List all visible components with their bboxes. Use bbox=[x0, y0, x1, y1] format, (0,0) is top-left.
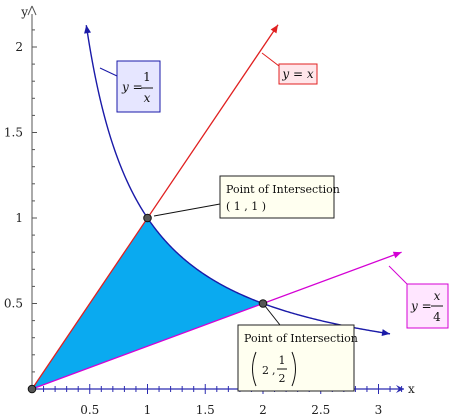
y-axis-arrow bbox=[27, 5, 37, 16]
intersection-2-numerator: 1 bbox=[279, 354, 286, 367]
inverse-equation-denominator: x bbox=[144, 91, 151, 105]
identity-equation-box bbox=[278, 63, 318, 85]
quarter-equation-lhs: y = bbox=[410, 299, 432, 313]
x-tick-label: 1 bbox=[144, 403, 152, 417]
inverse-equation-box bbox=[116, 60, 161, 113]
quarter-equation-numerator: x bbox=[434, 289, 441, 303]
identity-line-leader bbox=[261, 52, 280, 67]
intersection-1-box bbox=[219, 175, 335, 219]
intersection-point-1 bbox=[143, 213, 152, 223]
intersection-2-right-paren bbox=[291, 351, 296, 387]
x-tick-label: 1.5 bbox=[196, 403, 215, 417]
intersection-point-0 bbox=[27, 384, 37, 394]
quarter-line bbox=[31, 251, 402, 390]
x-axis-arrow bbox=[396, 385, 404, 393]
inverse-curve-arrow-right bbox=[381, 329, 391, 337]
identity-line bbox=[31, 24, 279, 390]
quarter-line-leader bbox=[388, 265, 408, 285]
intersection-2-comma: , bbox=[272, 364, 276, 377]
intersection-2-box bbox=[237, 324, 355, 392]
x-axis-label: x bbox=[408, 382, 415, 396]
identity-line-arrow bbox=[270, 24, 279, 34]
y-tick-label: 1.5 bbox=[4, 126, 23, 140]
inverse-equation-numerator: 1 bbox=[143, 70, 151, 84]
identity-equation-text: y = x bbox=[281, 67, 313, 81]
intersection-2-left-paren bbox=[252, 351, 257, 387]
intersection-point-2 bbox=[258, 299, 268, 308]
y-axis-label: y bbox=[20, 5, 28, 19]
intersection-1-leader bbox=[153, 203, 221, 217]
x-tick-label: 0.5 bbox=[80, 403, 99, 417]
y-tick-label: 0.5 bbox=[4, 297, 23, 311]
shaded-region bbox=[32, 218, 263, 389]
shaded-region-layer bbox=[32, 218, 263, 389]
annotations-layer: y = 1 x y = x y = x 4 Point of Intersect… bbox=[99, 52, 449, 392]
inverse-curve-leader bbox=[99, 67, 118, 77]
inverse-equation-lhs: y = bbox=[121, 80, 143, 94]
y-tick-label: 2 bbox=[15, 40, 23, 54]
intersection-2-leader bbox=[264, 305, 281, 326]
points-layer bbox=[27, 213, 268, 394]
intersection-2-label: Point of Intersection bbox=[244, 332, 358, 345]
y-tick-label: 1 bbox=[15, 211, 23, 225]
intersection-2-x: 2 bbox=[262, 364, 269, 377]
inverse-curve-arrow-top bbox=[84, 25, 91, 34]
quarter-line-arrow bbox=[392, 251, 402, 259]
quarter-equation-denominator: 4 bbox=[433, 310, 441, 324]
intersection-1-label: Point of Intersection bbox=[226, 183, 340, 196]
intersection-2-denominator: 2 bbox=[279, 372, 286, 385]
x-tick-label: 3 bbox=[375, 403, 383, 417]
x-tick-label: 2 bbox=[259, 403, 267, 417]
x-tick-label: 2.5 bbox=[311, 403, 330, 417]
intersection-1-coords: ( 1 , 1 ) bbox=[226, 200, 266, 213]
